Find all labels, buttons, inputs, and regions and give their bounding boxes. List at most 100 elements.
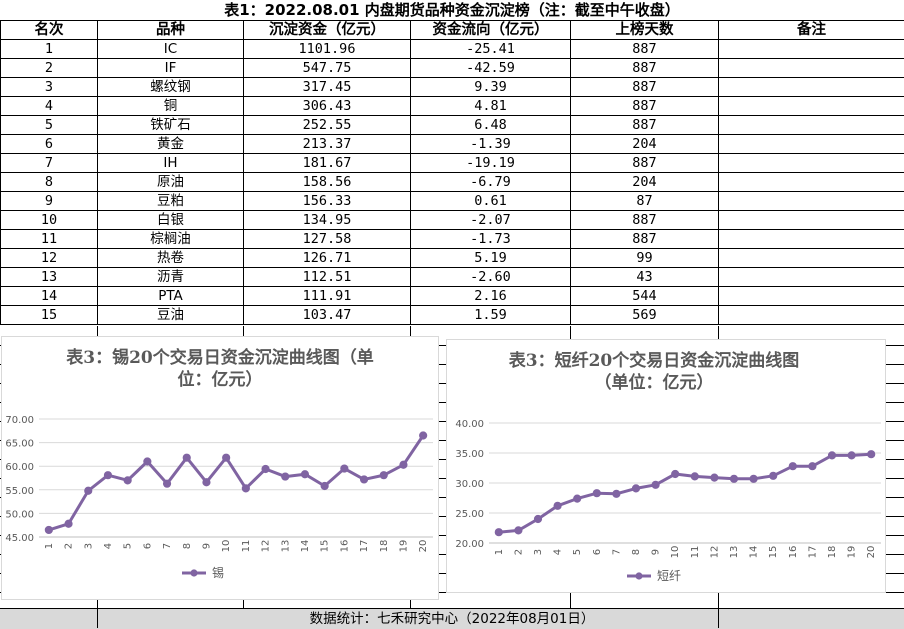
- cell-flow: 2.16: [411, 287, 571, 306]
- cell-days: 887: [571, 97, 719, 116]
- x-tick-label: 4: [103, 543, 114, 549]
- data-point: [613, 490, 620, 497]
- table-header-row: 名次 品种 沉淀资金（亿元） 资金流向（亿元） 上榜天数 备注: [1, 21, 904, 40]
- data-point: [65, 520, 72, 527]
- y-tick-label: 45.00: [5, 533, 34, 544]
- data-point: [223, 454, 230, 461]
- cell-variety: IF: [98, 59, 244, 78]
- cell-variety: 铜: [98, 97, 244, 116]
- data-point: [360, 476, 367, 483]
- x-tick-label: 17: [359, 540, 370, 553]
- data-point: [770, 472, 777, 479]
- footer-divider: [97, 608, 98, 628]
- data-point: [380, 472, 387, 479]
- chart-title: 表3：锡20个交易日资金沉淀曲线图（单: [66, 347, 374, 368]
- x-tick-label: 1: [494, 549, 505, 555]
- data-point: [672, 470, 679, 477]
- header-capital: 沉淀资金（亿元）: [244, 21, 411, 40]
- y-tick-label: 40.00: [455, 419, 484, 430]
- data-point: [574, 495, 581, 502]
- cell-remark: [719, 249, 904, 268]
- x-tick-label: 19: [847, 546, 858, 559]
- x-tick-label: 8: [631, 549, 642, 555]
- data-point: [420, 432, 427, 439]
- cell-capital: 111.91: [244, 287, 411, 306]
- x-tick-label: 8: [182, 543, 193, 549]
- x-tick-label: 12: [261, 540, 272, 553]
- cell-capital: 181.67: [244, 154, 411, 173]
- x-tick-label: 3: [533, 549, 544, 555]
- cell-remark: [719, 230, 904, 249]
- cell-remark: [719, 78, 904, 97]
- cell-days: 87: [571, 192, 719, 211]
- cell-variety: 螺纹钢: [98, 78, 244, 97]
- data-point: [750, 475, 757, 482]
- cell-rank: 3: [1, 78, 98, 97]
- chart-tin-svg: 表3：锡20个交易日资金沉淀曲线图（单位：亿元）45.0050.0055.006…: [2, 337, 438, 599]
- cell-remark: [719, 268, 904, 287]
- cell-rank: 2: [1, 59, 98, 78]
- data-point: [828, 452, 835, 459]
- cell-variety: 铁矿石: [98, 116, 244, 135]
- cell-remark: [719, 192, 904, 211]
- cell-capital: 547.75: [244, 59, 411, 78]
- cell-variety: 豆油: [98, 306, 244, 325]
- cell-flow: 6.48: [411, 116, 571, 135]
- cell-rank: 14: [1, 287, 98, 306]
- cell-days: 544: [571, 287, 719, 306]
- data-point: [652, 481, 659, 488]
- data-point: [45, 526, 52, 533]
- data-point: [730, 475, 737, 482]
- cell-remark: [719, 116, 904, 135]
- x-tick-label: 18: [379, 540, 390, 553]
- cell-rank: 8: [1, 173, 98, 192]
- header-variety: 品种: [98, 21, 244, 40]
- x-tick-label: 6: [592, 549, 603, 555]
- cell-remark: [719, 135, 904, 154]
- y-tick-label: 50.00: [5, 509, 34, 520]
- x-tick-label: 14: [749, 546, 760, 559]
- cell-rank: 9: [1, 192, 98, 211]
- x-tick-label: 15: [320, 540, 331, 553]
- x-tick-label: 7: [162, 543, 173, 549]
- cell-days: 204: [571, 173, 719, 192]
- legend-marker: [190, 569, 197, 576]
- y-tick-label: 55.00: [5, 486, 34, 497]
- cell-remark: [719, 287, 904, 306]
- data-point: [809, 463, 816, 470]
- x-tick-label: 10: [670, 546, 681, 559]
- cell-capital: 126.71: [244, 249, 411, 268]
- data-point: [321, 482, 328, 489]
- cell-days: 887: [571, 211, 719, 230]
- cell-variety: 棕榈油: [98, 230, 244, 249]
- header-rank: 名次: [1, 21, 98, 40]
- cell-days: 99: [571, 249, 719, 268]
- cell-remark: [719, 306, 904, 325]
- cell-days: 887: [571, 230, 719, 249]
- y-tick-label: 30.00: [455, 479, 484, 490]
- x-tick-label: 2: [513, 549, 524, 555]
- cell-variety: 白银: [98, 211, 244, 230]
- x-tick-label: 4: [553, 549, 564, 555]
- data-point: [301, 471, 308, 478]
- x-tick-label: 20: [418, 540, 429, 553]
- data-point: [183, 454, 190, 461]
- cell-rank: 4: [1, 97, 98, 116]
- cell-capital: 317.45: [244, 78, 411, 97]
- cell-remark: [719, 59, 904, 78]
- cell-capital: 252.55: [244, 116, 411, 135]
- x-tick-label: 13: [729, 546, 740, 559]
- chart-title: 表3：短纤20个交易日资金沉淀曲线图: [509, 350, 800, 371]
- cell-variety: 豆粕: [98, 192, 244, 211]
- cell-flow: -42.59: [411, 59, 571, 78]
- cell-capital: 134.95: [244, 211, 411, 230]
- cell-variety: IH: [98, 154, 244, 173]
